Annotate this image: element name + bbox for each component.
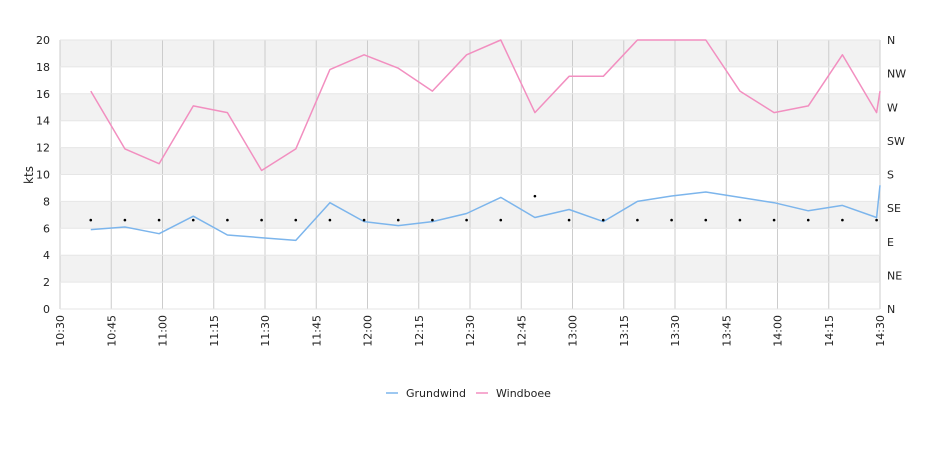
direction-point <box>806 218 810 222</box>
direction-point <box>499 218 503 222</box>
legend-item-grundwind[interactable]: Grundwind <box>386 387 466 400</box>
y-tick-label: 6 <box>43 222 50 235</box>
y-tick-label: 8 <box>43 195 50 208</box>
x-tick-label: 14:30 <box>874 315 887 347</box>
series-line-windboee <box>90 39 881 172</box>
x-tick-label: 13:45 <box>720 315 733 347</box>
y-tick-label: 4 <box>43 249 50 262</box>
direction-point <box>567 218 571 222</box>
direction-point <box>396 218 400 222</box>
x-tick-label: 12:30 <box>464 315 477 347</box>
direction-points <box>89 194 878 222</box>
x-tick-label: 14:15 <box>823 315 836 347</box>
x-tick-label: 11:45 <box>310 315 323 347</box>
x-tick-label: 12:15 <box>413 315 426 347</box>
direction-tick-label: W <box>887 101 898 114</box>
y-tick-label: 2 <box>43 276 50 289</box>
x-tick-label: 13:00 <box>567 315 580 347</box>
direction-axis-ticks: N NW W SW S SE E NE N <box>887 34 906 316</box>
y-tick-label: 18 <box>36 61 50 74</box>
direction-point <box>738 218 742 222</box>
direction-point <box>841 218 844 222</box>
x-tick-label: 11:30 <box>259 315 272 347</box>
y-tick-label: 20 <box>36 34 50 47</box>
series-line-grundwind <box>90 185 881 242</box>
y-axis-title: kts <box>22 166 36 184</box>
x-tick-label: 10:45 <box>105 315 118 347</box>
x-tick-label: 14:00 <box>772 315 785 347</box>
direction-point <box>362 218 366 222</box>
series-lines <box>90 39 881 242</box>
y-tick-label: 0 <box>43 303 50 316</box>
direction-point <box>226 218 229 222</box>
direction-point <box>89 218 93 222</box>
direction-point <box>431 218 434 222</box>
horizontal-gridlines <box>60 39 880 310</box>
y-tick-label: 10 <box>36 169 50 182</box>
y-tick-label: 14 <box>36 115 50 128</box>
direction-point <box>328 218 332 222</box>
direction-point <box>875 218 878 222</box>
x-tick-label: 12:45 <box>515 315 528 347</box>
direction-point <box>772 218 776 222</box>
direction-tick-label: SW <box>887 135 905 148</box>
direction-point <box>294 218 298 222</box>
direction-tick-label: N <box>887 303 895 316</box>
y-axis-ticks: 0 2 4 6 8 10 12 14 16 18 20 <box>36 34 50 316</box>
x-axis-ticks: 10:30 10:45 11:00 11:15 11:30 11:45 12:00 12:15… <box>54 315 887 347</box>
legend-item-windboee[interactable]: Windboee <box>476 387 551 400</box>
x-tick-label: 12:00 <box>362 315 375 347</box>
x-tick-label: 11:15 <box>208 315 221 347</box>
legend-label: Grundwind <box>406 387 466 400</box>
direction-point <box>260 218 263 222</box>
direction-tick-label: SE <box>887 202 901 215</box>
legend[interactable]: Grundwind Windboee <box>386 387 551 400</box>
x-tick-label: 13:30 <box>669 315 682 347</box>
y-tick-label: 12 <box>36 142 50 155</box>
direction-point <box>670 218 673 222</box>
direction-tick-label: E <box>887 236 894 249</box>
direction-point <box>123 218 127 222</box>
direction-point <box>704 218 708 222</box>
direction-tick-label: NE <box>887 269 902 282</box>
direction-tick-label: S <box>887 169 894 182</box>
y-tick-label: 16 <box>36 88 50 101</box>
direction-point <box>636 218 639 222</box>
legend-label: Windboee <box>496 387 551 400</box>
direction-point <box>191 218 195 222</box>
direction-point <box>157 218 161 222</box>
direction-point <box>601 218 605 222</box>
x-tick-label: 13:15 <box>618 315 631 347</box>
direction-point <box>465 218 468 222</box>
direction-tick-label: NW <box>887 68 906 81</box>
x-tick-label: 11:00 <box>157 315 170 347</box>
direction-tick-label: N <box>887 34 895 47</box>
x-tick-label: 10:30 <box>54 315 67 347</box>
direction-point <box>533 194 537 198</box>
